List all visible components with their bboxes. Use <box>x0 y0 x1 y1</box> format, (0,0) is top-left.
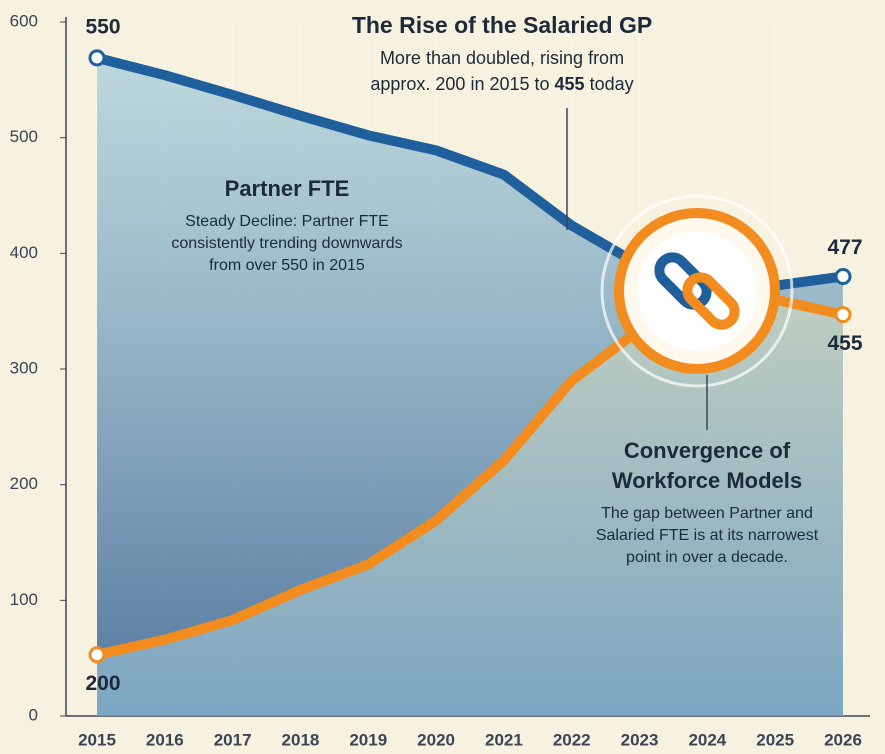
annotation-heading: Workforce Models <box>612 468 802 493</box>
x-tick-label: 2021 <box>485 730 523 749</box>
x-tick-label: 2016 <box>146 730 184 749</box>
annotation-text: Salaried FTE is at its narrowest <box>596 527 819 544</box>
subtitle: approx. 200 in 2015 to 455 today <box>370 74 633 94</box>
endpoint-marker <box>90 51 104 65</box>
endpoint-label: 200 <box>85 672 120 695</box>
annotation-text: Steady Decline: Partner FTE <box>185 213 389 230</box>
subtitle-highlight: 455 <box>555 74 585 94</box>
y-tick-label: 300 <box>10 358 38 377</box>
y-tick-label: 100 <box>10 590 38 609</box>
annotation-text: point in over a decade. <box>626 549 788 566</box>
endpoint-marker <box>90 648 104 662</box>
endpoint-marker <box>836 308 850 322</box>
subtitle-part: approx. 200 in 2015 to <box>370 74 554 94</box>
x-tick-label: 2025 <box>756 730 794 749</box>
x-tick-label: 2020 <box>417 730 455 749</box>
y-tick-label: 600 <box>10 11 38 30</box>
subtitle: More than doubled, rising from <box>380 48 624 68</box>
endpoint-label: 477 <box>827 236 862 259</box>
y-tick-label: 200 <box>10 474 38 493</box>
x-tick-label: 2022 <box>553 730 591 749</box>
y-tick-label: 0 <box>29 705 38 724</box>
x-tick-label: 2023 <box>621 730 659 749</box>
chart-title: The Rise of the Salaried GP <box>352 12 652 38</box>
endpoint-label: 455 <box>827 332 862 355</box>
annotation-text: from over 550 in 2015 <box>209 257 365 274</box>
chart: The Rise of the Salaried GP More than do… <box>0 0 885 754</box>
annotation-text: consistently trending downwards <box>171 235 402 252</box>
x-tick-label: 2017 <box>214 730 252 749</box>
x-tick-label: 2015 <box>78 730 116 749</box>
annotation-heading: Partner FTE <box>225 176 350 201</box>
annotation-text: The gap between Partner and <box>601 505 813 522</box>
y-tick-label: 500 <box>10 127 38 146</box>
y-tick-label: 400 <box>10 243 38 262</box>
annotation-heading: Convergence of <box>624 438 791 463</box>
endpoint-label: 550 <box>85 15 120 38</box>
logo <box>602 196 792 386</box>
subtitle-part: today <box>585 74 634 94</box>
x-tick-label: 2026 <box>824 730 862 749</box>
x-tick-label: 2018 <box>282 730 320 749</box>
x-tick-label: 2024 <box>688 730 726 749</box>
endpoint-marker <box>836 269 850 283</box>
x-tick-label: 2019 <box>349 730 387 749</box>
